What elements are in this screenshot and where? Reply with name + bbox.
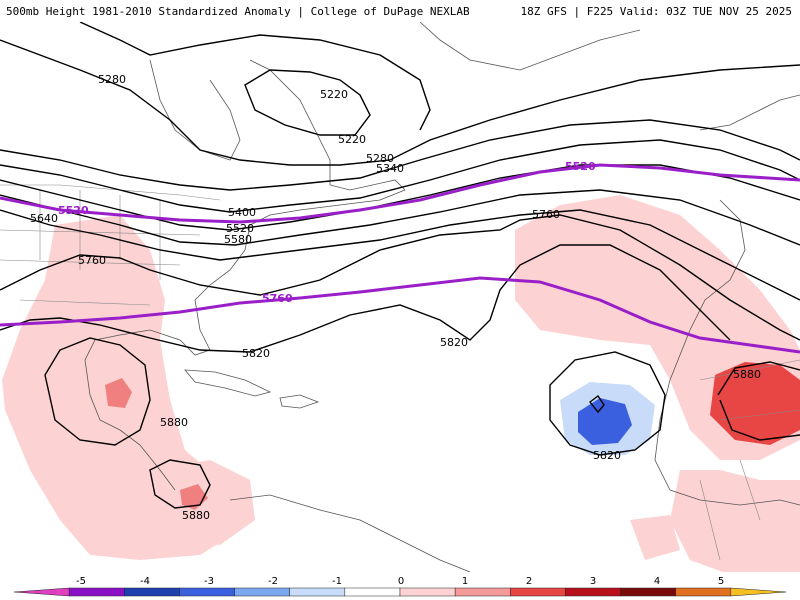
label-5760-west: 5760 [78,254,106,267]
contour-5880-africa [717,361,800,441]
political-borders [0,184,800,561]
contour-5880-gulf [44,337,151,446]
label-5880-africa: 5880 [733,368,761,381]
colorbar-swatch [399,587,456,597]
label-5220-ring: 5220 [320,88,348,101]
colorbar-swatch [565,587,621,597]
colorbar-swatches [13,587,787,597]
colorbar-swatch [289,587,346,597]
hudson-bay-coast [149,59,241,161]
reference-5520 [0,163,800,224]
ref-label-5520-west: 5520 [58,204,89,217]
colorbar-tick-label: 1 [462,576,468,587]
ref-label-5520-east: 5520 [565,160,596,173]
cuba-coast [184,369,272,397]
south-america-coast [229,494,471,572]
ref-label-5760: 5760 [262,292,293,305]
colorbar-tick-label: 0 [398,576,404,587]
contour-5580 [0,189,800,246]
negative-anomaly-inner [578,398,632,445]
colorbar-swatch [620,587,676,597]
colorbar-tick-label: -4 [140,576,150,587]
contour-5820 [0,244,731,353]
positive-anomaly-africa [670,470,800,572]
strong-positive-gulf [105,378,132,408]
reference-contours [0,163,800,354]
colorbar-tick-label: 2 [526,576,532,587]
colorbar-swatch [454,587,511,597]
colorbar-ticks: -5 -4 -3 -2 -1 0 1 2 3 4 5 [76,576,724,587]
anomaly-shading [2,195,800,572]
positive-anomaly-small [630,515,680,560]
label-5220-east: 5220 [338,133,366,146]
state-borders [0,190,201,306]
contour-5640 [0,209,800,301]
contour-5820-ring [549,351,666,456]
colorbar-swatch [344,587,401,597]
label-5820-central: 5820 [440,336,468,349]
contour-5220-top [79,22,431,131]
colorbar-swatch [124,587,180,597]
europe-coast [669,94,800,381]
contour-5400 [0,139,800,213]
colorbar-tick-label: 3 [590,576,596,587]
label-5340: 5340 [376,162,404,175]
label-5400: 5400 [228,206,256,219]
colorbar-tick-label: -5 [76,576,86,587]
africa-borders [699,359,800,561]
contour-5340 [0,119,800,191]
model-valid-time: 18Z GFS | F225 Valid: 03Z TUE NOV 25 202… [520,5,792,18]
label-5280-west: 5280 [98,73,126,86]
map-title: 500mb Height 1981-2010 Standardized Anom… [6,5,470,18]
colorbar-swatch [510,587,566,597]
contour-5880-caribbean [149,459,211,509]
colorbar-swatch [68,587,125,597]
africa-coast [654,379,800,506]
contour-5220-ring [244,69,371,136]
colorbar-swatch [13,587,70,597]
label-5880-caribbean: 5880 [182,509,210,522]
reference-5760 [0,276,800,354]
anomaly-map: 5280 5220 5220 5280 5340 5400 5520 5580 … [0,22,800,572]
contour-5760 [0,214,800,341]
anomaly-colorbar: -5 -4 -3 -2 -1 0 1 2 3 4 5 [13,576,787,597]
label-5280-east: 5280 [366,152,394,165]
label-5820-west: 5820 [242,347,270,360]
colorbar-tick-label: -3 [204,576,214,587]
north-america-coast [84,59,406,491]
colorbar-tick-label: -2 [268,576,278,587]
label-5580: 5580 [224,233,252,246]
label-5760-east: 5760 [532,208,560,221]
label-5820-low: 5820 [593,449,621,462]
contour-5280 [0,39,800,166]
label-5520: 5520 [226,222,254,235]
colorbar-tick-label: 4 [654,576,660,587]
label-5640: 5640 [30,212,58,225]
colorbar-swatch [179,587,235,597]
map-header: 500mb Height 1981-2010 Standardized Anom… [0,0,800,22]
colorbar-swatch [730,587,787,597]
contour-low-center [589,394,605,414]
coastlines [84,22,800,572]
strong-positive-africa [710,362,800,445]
hispaniola-coast [279,394,320,409]
label-5880-gulf: 5880 [160,416,188,429]
colorbar-tick-label: -1 [332,576,342,587]
greenland-coast [419,22,641,71]
contour-labels: 5280 5220 5220 5280 5340 5400 5520 5580 … [30,73,761,522]
colorbar-swatch [675,587,732,597]
colorbar-tick-label: 5 [718,576,724,587]
colorbar-swatch [234,587,290,597]
